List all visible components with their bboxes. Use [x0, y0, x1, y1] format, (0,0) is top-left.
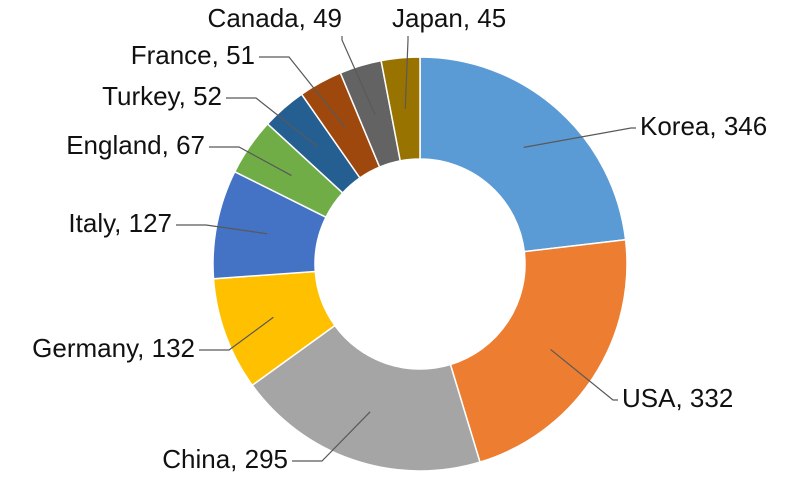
leader-line — [292, 411, 371, 462]
leader-line — [341, 36, 376, 115]
slice — [380, 56, 421, 162]
data-label: Turkey, 52 — [102, 81, 222, 111]
leader-line — [550, 348, 618, 401]
leader-line — [199, 316, 274, 351]
data-label: China, 295 — [162, 444, 288, 474]
data-label: Germany, 132 — [32, 333, 195, 363]
data-label: England, 67 — [66, 130, 205, 160]
leader-line — [404, 36, 409, 109]
slice — [449, 238, 628, 464]
leader-line — [259, 56, 346, 128]
slice — [419, 56, 627, 253]
slice — [251, 324, 481, 472]
data-label: USA, 332 — [622, 383, 733, 413]
data-label: Japan, 45 — [392, 3, 506, 33]
data-label: Canada, 49 — [208, 3, 342, 33]
leader-line — [176, 224, 268, 235]
data-label: Korea, 346 — [640, 111, 767, 141]
data-label: Italy, 127 — [68, 208, 172, 238]
leader-line — [523, 127, 636, 148]
leader-line — [226, 97, 318, 148]
leader-line — [209, 146, 292, 177]
data-label: France, 51 — [131, 40, 255, 70]
